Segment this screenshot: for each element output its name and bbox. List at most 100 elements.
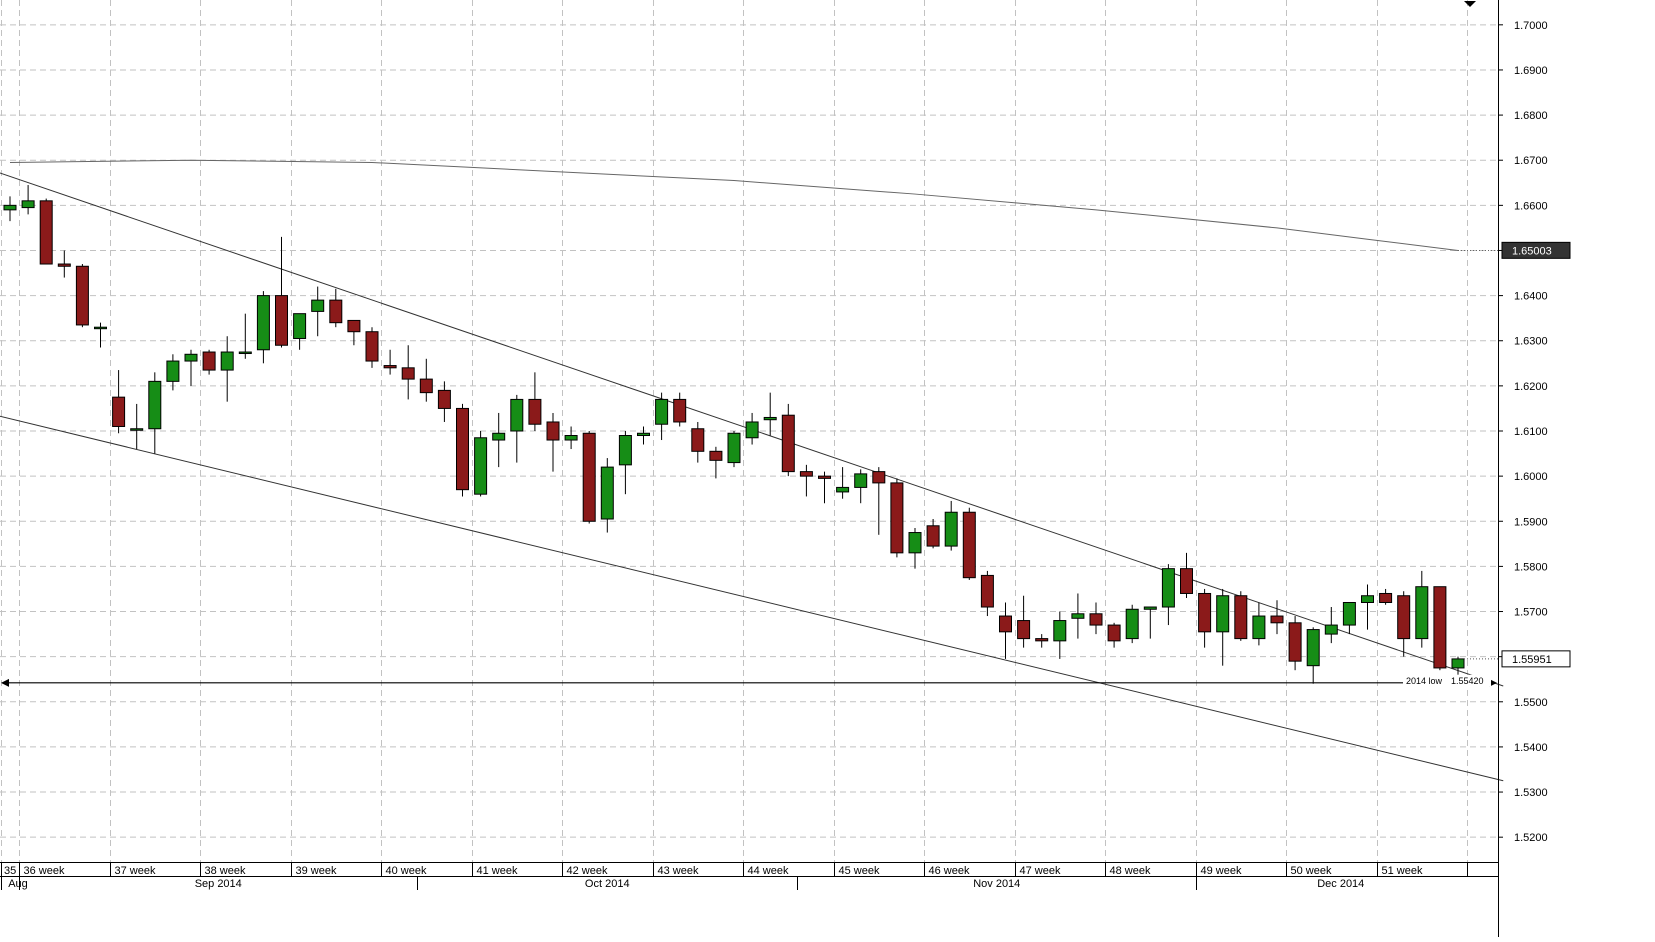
candle-body-down: [329, 299, 343, 324]
candle: [962, 507, 976, 580]
grid-layer: [0, 0, 1498, 862]
y-tick-label: 1.6700: [1514, 155, 1548, 167]
week-label: 50 week: [1291, 865, 1332, 877]
candle-body-down: [781, 414, 795, 473]
candle: [130, 403, 144, 450]
candle: [890, 478, 904, 558]
week-label: 41 week: [477, 865, 518, 877]
candle: [1089, 602, 1103, 635]
candle-body-up: [492, 432, 506, 441]
candle: [1071, 593, 1085, 639]
candle-body-up: [908, 532, 922, 554]
candle: [311, 286, 325, 337]
y-tick-label: 1.5800: [1514, 561, 1548, 573]
candle: [39, 198, 53, 265]
candle: [836, 467, 850, 499]
candle-body-down: [275, 295, 288, 346]
candle: [275, 236, 288, 348]
candle-body-down: [999, 615, 1012, 633]
candle: [3, 196, 17, 222]
candle-body-up: [1071, 613, 1085, 619]
week-label: 36 week: [24, 865, 65, 877]
month-label: Sep 2014: [195, 878, 242, 890]
candle-body-down: [1270, 615, 1284, 624]
week-label: 48 week: [1110, 865, 1151, 877]
candle-body-down: [691, 428, 705, 452]
candle-body-up: [3, 204, 17, 211]
candle-body-up: [256, 295, 270, 351]
candle: [818, 471, 831, 504]
candle: [419, 358, 433, 402]
candle-body-down: [1180, 568, 1193, 594]
candle-body-up: [184, 353, 198, 362]
candle: [1361, 584, 1374, 630]
y-tick-label: 1.5700: [1514, 607, 1548, 619]
candle-body-down: [926, 525, 940, 547]
moving-average-value-box: [1501, 241, 1571, 259]
week-label: 40 week: [386, 865, 427, 877]
candle-body-down: [709, 450, 723, 461]
candle-body-up: [1125, 608, 1139, 640]
week-label: 51 week: [1382, 865, 1423, 877]
candle: [600, 458, 614, 533]
month-label: Dec 2014: [1317, 878, 1364, 890]
week-label: 39 week: [296, 865, 337, 877]
candle-body-up: [21, 200, 35, 209]
candle-body-down: [75, 265, 89, 326]
y-tick-label: 1.6100: [1514, 426, 1548, 438]
candle-body-up: [94, 326, 107, 330]
candle-body-up: [1324, 624, 1338, 635]
low-value-label: 1.55420: [1451, 676, 1484, 686]
candle: [238, 313, 252, 359]
moving-average-layer: [9, 159, 1498, 251]
month-label: Nov 2014: [973, 878, 1020, 890]
candle-body-down: [1397, 595, 1411, 640]
candle-body-down: [1198, 592, 1212, 633]
candle: [1053, 611, 1067, 659]
candle-body-up: [510, 398, 524, 432]
candle-body-down: [456, 407, 469, 491]
candle: [709, 446, 723, 479]
candle: [1161, 564, 1175, 626]
candle: [437, 381, 451, 422]
trendline: [0, 415, 1504, 782]
last-price-label: 1.55951: [1512, 654, 1552, 666]
y-tick-label: 1.7000: [1514, 20, 1548, 32]
candle: [456, 403, 469, 497]
candle-body-up: [618, 435, 632, 466]
candle-body-up: [1342, 601, 1356, 626]
candle-body-up: [311, 299, 325, 312]
candle: [75, 264, 89, 328]
candle: [745, 412, 759, 445]
candle: [347, 319, 361, 346]
candle: [618, 431, 632, 495]
candle-body-down: [419, 378, 433, 394]
candle: [980, 570, 994, 617]
candle: [1379, 588, 1393, 605]
candle-body-up: [220, 351, 234, 371]
candle: [1234, 591, 1248, 641]
candle-body-down: [872, 471, 886, 484]
candle-body-down: [1288, 622, 1302, 662]
candle: [94, 322, 107, 348]
moving-average-line: [9, 159, 1459, 251]
candle-body-up: [1306, 629, 1320, 667]
candle-body-up: [1361, 595, 1374, 603]
candle: [528, 372, 542, 431]
y-tick-label: 1.5900: [1514, 516, 1548, 528]
week-label: 43 week: [658, 865, 699, 877]
candle: [872, 467, 886, 535]
candle: [474, 431, 488, 497]
candle: [655, 392, 669, 441]
candle: [546, 412, 560, 472]
candle-body-down: [57, 263, 71, 267]
candle-body-up: [637, 432, 650, 437]
candle-body-up: [763, 416, 777, 421]
candle-body-down: [1107, 624, 1121, 642]
candle-body-down: [890, 482, 904, 554]
candle: [21, 185, 35, 215]
y-tick-label: 1.6300: [1514, 336, 1548, 348]
candle: [1017, 595, 1031, 648]
candle: [1180, 552, 1193, 598]
candle-body-down: [799, 471, 813, 477]
